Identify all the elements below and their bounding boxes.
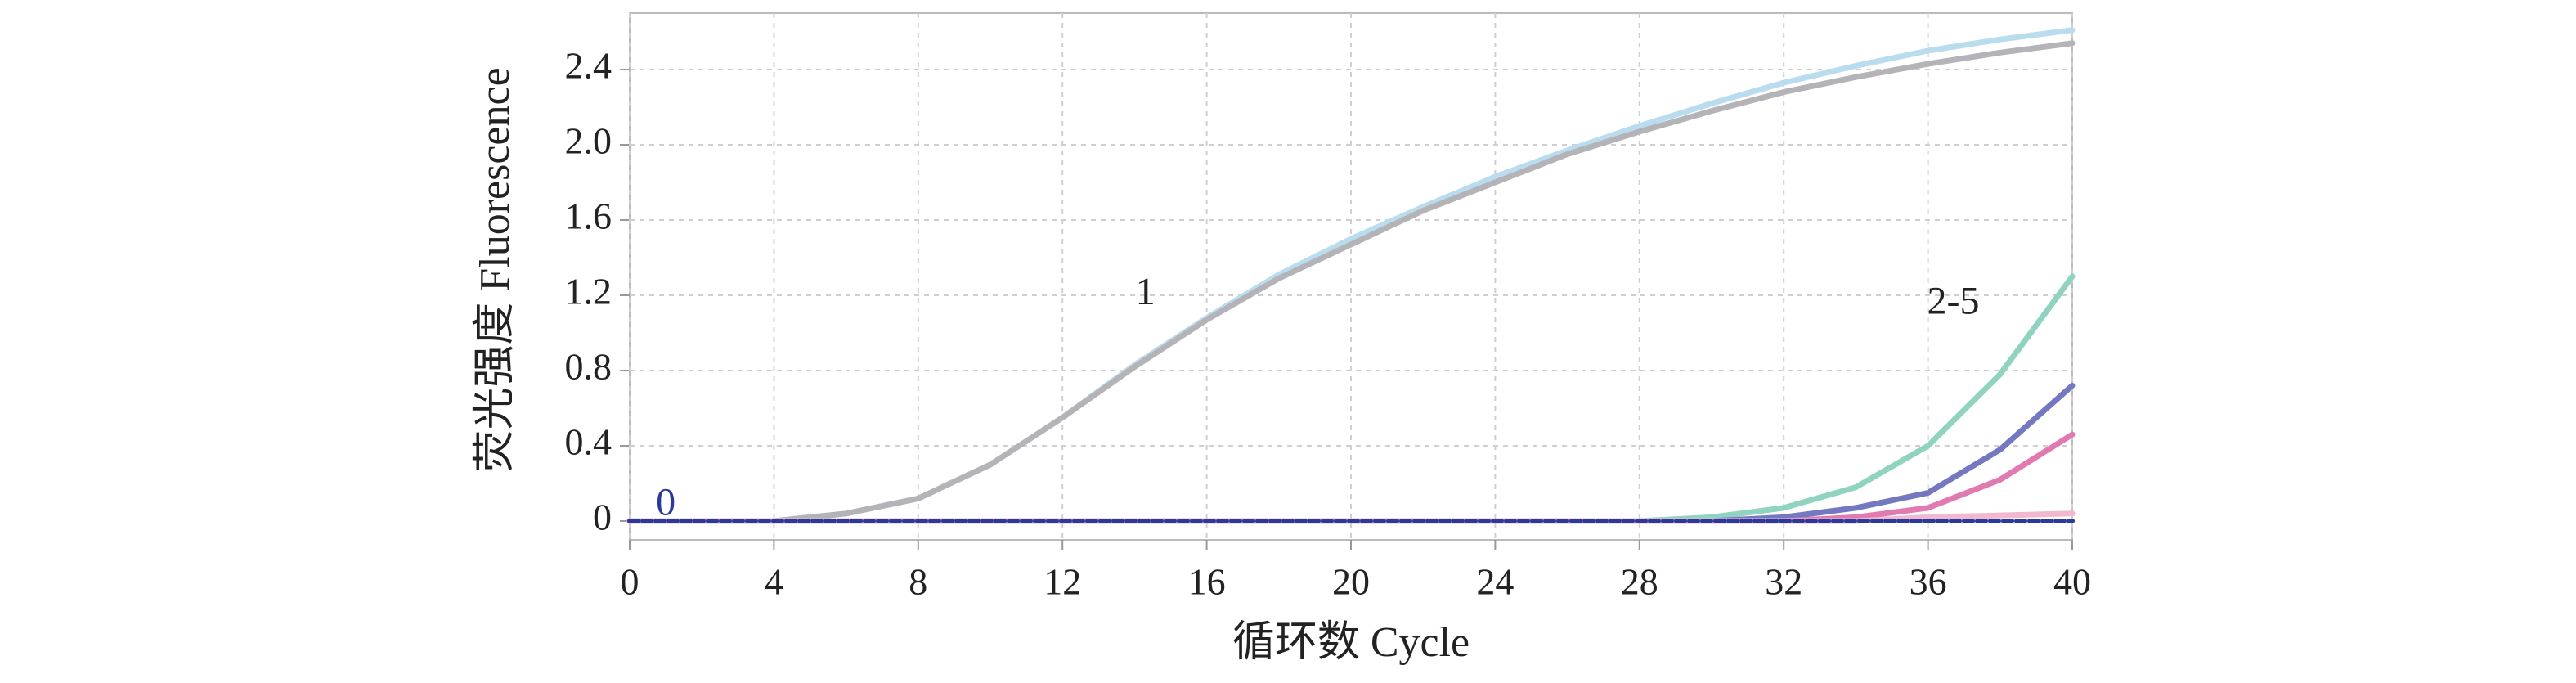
x-tick-label: 8 — [909, 561, 927, 603]
x-axis-title: 循环数 Cycle — [1232, 619, 1470, 666]
x-tick-label: 12 — [1043, 561, 1081, 603]
annotation: 2-5 — [1927, 280, 1979, 323]
annotation: 1 — [1136, 270, 1156, 313]
x-tick-label: 28 — [1621, 561, 1658, 603]
y-tick-label: 2.0 — [565, 120, 613, 162]
y-tick-label: 0.8 — [565, 346, 613, 388]
x-tick-label: 36 — [1910, 561, 1947, 603]
y-axis-title: 荧光强度 Fluorescence — [472, 67, 518, 472]
annotation: 0 — [656, 481, 675, 524]
y-tick-label: 1.2 — [565, 271, 613, 312]
y-tick-label: 0 — [593, 497, 612, 538]
x-tick-label: 16 — [1188, 561, 1226, 603]
x-tick-label: 40 — [2053, 561, 2091, 603]
x-tick-label: 24 — [1476, 561, 1514, 603]
x-tick-label: 4 — [765, 561, 783, 603]
x-tick-label: 0 — [621, 561, 640, 603]
x-tick-label: 20 — [1332, 561, 1370, 603]
y-tick-label: 1.6 — [565, 195, 613, 237]
x-tick-label: 32 — [1765, 561, 1802, 603]
y-tick-label: 0.4 — [565, 421, 613, 463]
series-line — [626, 40, 2076, 524]
y-tick-label: 2.4 — [565, 45, 613, 87]
plot-area — [629, 12, 2073, 541]
